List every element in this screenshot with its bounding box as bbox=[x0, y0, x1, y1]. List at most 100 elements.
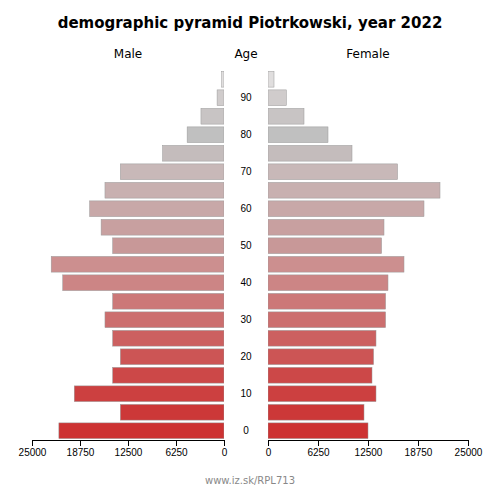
bar bbox=[105, 182, 224, 198]
tick-label: 70 bbox=[240, 166, 252, 177]
tick-label: 12500 bbox=[355, 447, 383, 458]
tick-mark bbox=[468, 440, 469, 446]
bar bbox=[63, 275, 224, 291]
tick-label: 80 bbox=[240, 129, 252, 140]
tick: 50 bbox=[240, 240, 252, 251]
tick: 90 bbox=[240, 92, 252, 103]
bar bbox=[268, 423, 368, 439]
bar bbox=[74, 386, 224, 402]
tick: 6250 bbox=[307, 440, 330, 458]
bar bbox=[113, 293, 224, 309]
tick-label: 25000 bbox=[455, 447, 483, 458]
annotation: www.iz.sk/RPL713 bbox=[205, 475, 295, 486]
tick: 18750 bbox=[67, 440, 95, 458]
bar bbox=[268, 367, 372, 383]
bar bbox=[120, 164, 224, 180]
tick-mark bbox=[176, 440, 177, 446]
bar bbox=[268, 293, 386, 309]
bars-male bbox=[51, 71, 224, 438]
chart: 0 6250 12500 18750 25000 Male 0 6250 12500 18750 2… bbox=[0, 0, 500, 500]
tick: 25000 bbox=[455, 440, 483, 458]
tick: 40 bbox=[240, 277, 252, 288]
x-axis-female: 0 6250 12500 18750 25000 bbox=[266, 440, 483, 458]
bar bbox=[268, 219, 384, 235]
tick-label: 40 bbox=[240, 277, 252, 288]
axis-title: Age bbox=[234, 47, 257, 61]
tick: 60 bbox=[240, 203, 252, 214]
tick: 12500 bbox=[355, 440, 383, 458]
tick: 20 bbox=[240, 351, 252, 362]
tick: 10 bbox=[240, 388, 252, 399]
bar bbox=[59, 423, 224, 439]
tick: 12500 bbox=[115, 440, 143, 458]
bar bbox=[268, 386, 376, 402]
axis-line bbox=[33, 441, 225, 447]
tick: 70 bbox=[240, 166, 252, 177]
title: demographic pyramid Piotrkowski, year 20… bbox=[58, 14, 443, 32]
x-axis-male: 0 6250 12500 18750 25000 bbox=[19, 440, 228, 458]
bar bbox=[113, 330, 224, 346]
bar bbox=[268, 256, 404, 272]
bar bbox=[120, 404, 224, 420]
tick-label: 6250 bbox=[165, 447, 188, 458]
tick-label: 10 bbox=[240, 388, 252, 399]
axis-line bbox=[269, 441, 469, 447]
bar bbox=[268, 71, 274, 87]
tick-label: 0 bbox=[243, 425, 249, 436]
tick: 80 bbox=[240, 129, 252, 140]
tick: 6250 bbox=[165, 440, 188, 458]
bar bbox=[217, 90, 224, 106]
tick-mark bbox=[318, 440, 319, 446]
bar bbox=[101, 219, 224, 235]
y-axis: 0 10 20 30 40 50 60 70 80 90 bbox=[240, 92, 252, 436]
tick-mark bbox=[268, 440, 269, 446]
bar bbox=[268, 201, 424, 217]
bar bbox=[268, 238, 382, 254]
tick-label: 18750 bbox=[67, 447, 95, 458]
bar bbox=[268, 404, 364, 420]
series-header: Female bbox=[346, 47, 389, 61]
bar bbox=[268, 164, 398, 180]
tick: 25000 bbox=[19, 440, 47, 458]
bar bbox=[51, 256, 224, 272]
tick-mark bbox=[418, 440, 419, 446]
bar bbox=[105, 312, 224, 328]
tick-label: 12500 bbox=[115, 447, 143, 458]
bar bbox=[268, 90, 286, 106]
tick-mark bbox=[80, 440, 81, 446]
tick-label: 60 bbox=[240, 203, 252, 214]
bar bbox=[163, 145, 224, 161]
bar bbox=[222, 71, 224, 87]
tick-mark bbox=[32, 440, 33, 446]
bar bbox=[90, 201, 224, 217]
bar bbox=[113, 238, 224, 254]
tick-mark bbox=[224, 440, 225, 446]
bar bbox=[268, 145, 352, 161]
tick-label: 18750 bbox=[405, 447, 433, 458]
bar bbox=[120, 349, 224, 365]
tick-label: 6250 bbox=[307, 447, 330, 458]
bar bbox=[268, 330, 376, 346]
bars-female bbox=[268, 71, 440, 438]
bar bbox=[268, 349, 374, 365]
tick-label: 0 bbox=[266, 447, 272, 458]
bar bbox=[113, 367, 224, 383]
tick: 0 bbox=[222, 440, 228, 458]
tick-label: 90 bbox=[240, 92, 252, 103]
tick-label: 30 bbox=[240, 314, 252, 325]
tick-mark bbox=[368, 440, 369, 446]
bar bbox=[268, 108, 304, 124]
bar bbox=[201, 108, 224, 124]
tick-label: 25000 bbox=[19, 447, 47, 458]
bar bbox=[268, 275, 388, 291]
tick: 18750 bbox=[405, 440, 433, 458]
tick: 30 bbox=[240, 314, 252, 325]
tick-mark bbox=[128, 440, 129, 446]
bar bbox=[268, 127, 328, 143]
tick: 0 bbox=[266, 440, 272, 458]
tick-label: 50 bbox=[240, 240, 252, 251]
bar bbox=[268, 182, 440, 198]
bar bbox=[268, 312, 386, 328]
tick-label: 0 bbox=[222, 447, 228, 458]
series-header: Male bbox=[114, 47, 142, 61]
